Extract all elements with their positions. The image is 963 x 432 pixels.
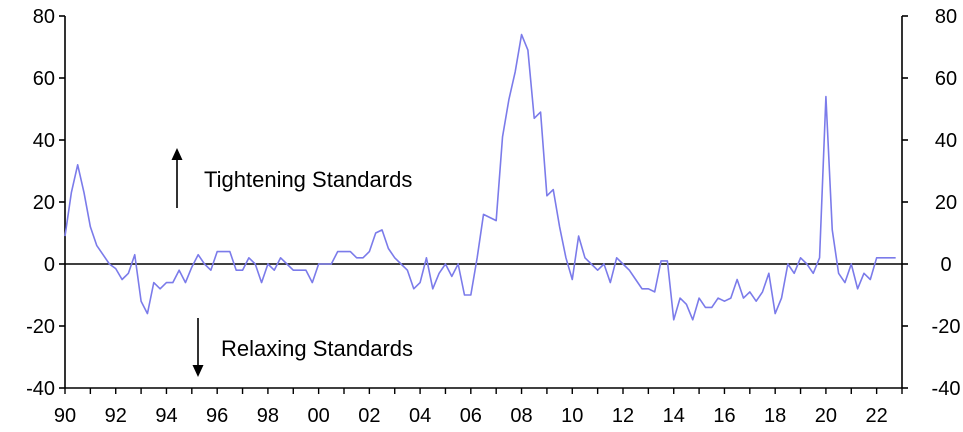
left-tick-label: 80	[33, 6, 55, 28]
tightening-label: Tightening Standards	[204, 167, 412, 192]
x-tick-label: 92	[105, 405, 127, 427]
x-tick-label: 06	[460, 405, 482, 427]
series-line	[64, 33, 896, 321]
relaxing-label: Relaxing Standards	[221, 336, 413, 361]
x-tick-label: 08	[510, 405, 532, 427]
x-tick-label: 14	[663, 405, 685, 427]
up-arrow-icon	[171, 148, 183, 160]
x-tick-label: 18	[764, 405, 786, 427]
right-tick-label: -20	[932, 316, 961, 338]
right-tick-label: 0	[940, 254, 951, 276]
relaxing-annotation: Relaxing Standards	[192, 318, 413, 377]
left-tick-label: -20	[26, 316, 55, 338]
down-arrow-icon	[192, 365, 204, 377]
x-tick-label: 22	[866, 405, 888, 427]
x-axis: 90 92 94 96 98 00 02 04 06 08 10 12 14 16 18 20 22	[54, 387, 903, 427]
x-tick-label: 96	[206, 405, 228, 427]
left-tick-label: 60	[33, 68, 55, 90]
x-tick-label: 04	[409, 405, 431, 427]
left-axis: 80 60 40 20 0 -20 -40	[26, 6, 66, 400]
left-tick-label: -40	[26, 378, 55, 400]
x-tick-label: 02	[358, 405, 380, 427]
left-tick-label: 40	[33, 130, 55, 152]
right-tick-label: 40	[935, 130, 957, 152]
right-tick-label: -40	[932, 378, 961, 400]
right-tick-label: 80	[935, 6, 957, 28]
x-tick-label: 12	[612, 405, 634, 427]
x-tick-label: 16	[713, 405, 735, 427]
right-axis: 80 60 40 20 0 -20 -40	[901, 6, 961, 400]
tightening-annotation: Tightening Standards	[171, 148, 412, 208]
x-tick-label: 20	[815, 405, 837, 427]
x-tick-label: 94	[155, 405, 177, 427]
x-tick-label: 00	[308, 405, 330, 427]
x-tick-label: 90	[54, 405, 76, 427]
right-tick-label: 60	[935, 68, 957, 90]
left-tick-label: 0	[44, 254, 55, 276]
x-tick-label: 98	[257, 405, 279, 427]
x-tick-label: 10	[561, 405, 583, 427]
left-tick-label: 20	[33, 192, 55, 214]
right-tick-label: 20	[935, 192, 957, 214]
